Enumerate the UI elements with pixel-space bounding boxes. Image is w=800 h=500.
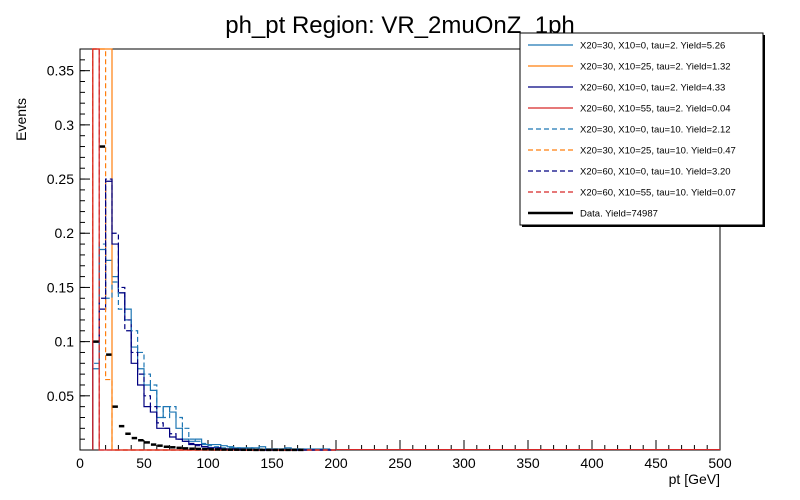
legend-entry: X20=30, X10=25, tau=2. Yield=1.32	[580, 62, 731, 73]
y-tick-label: 0.3	[55, 117, 75, 133]
y-tick-label: 0.15	[47, 279, 74, 295]
x-tick-label: 350	[516, 455, 540, 471]
y-tick-label: 0.25	[47, 171, 74, 187]
legend-entry: Data. Yield=74987	[580, 209, 658, 220]
y-tick-label: 0.35	[47, 63, 74, 79]
plot-area: 0 50 100 150 200 250 300 350 400 450 500 0.05 0.1 0.1…	[47, 48, 732, 471]
x-tick-label: 500	[708, 455, 732, 471]
legend-entry: X20=60, X10=0, tau=10. Yield=3.20	[580, 167, 731, 178]
y-tick-label: 0.05	[47, 388, 74, 404]
legend-entry: X20=30, X10=25, tau=10. Yield=0.47	[580, 146, 736, 157]
x-tick-label: 0	[76, 455, 84, 471]
x-tick-label: 400	[580, 455, 604, 471]
y-tick-label: 0.2	[55, 225, 75, 241]
x-axis-label: pt [GeV]	[669, 471, 720, 487]
legend-entry: X20=60, X10=55, tau=2. Yield=0.04	[580, 104, 731, 115]
y-axis-label: Events	[13, 98, 29, 141]
x-tick-label: 200	[324, 455, 348, 471]
legend-entry: X20=30, X10=0, tau=10. Yield=2.12	[580, 125, 731, 136]
x-tick-label: 150	[260, 455, 284, 471]
x-tick-label: 100	[196, 455, 220, 471]
legend-entry: X20=60, X10=0, tau=2. Yield=4.33	[580, 83, 725, 94]
x-tick-label: 50	[136, 455, 152, 471]
legend-entry: X20=30, X10=0, tau=2. Yield=5.26	[580, 41, 725, 52]
y-tick-label: 0.1	[55, 334, 75, 350]
x-tick-label: 250	[388, 455, 412, 471]
legend-entry: X20=60, X10=55, tau=10. Yield=0.07	[580, 188, 736, 199]
x-tick-label: 300	[452, 455, 476, 471]
chart-title: ph_pt Region: VR_2muOnZ_1ph	[225, 12, 575, 39]
legend: X20=30, X10=0, tau=2. Yield=5.26 X20=30, …	[519, 32, 765, 227]
x-tick-label: 450	[644, 455, 668, 471]
